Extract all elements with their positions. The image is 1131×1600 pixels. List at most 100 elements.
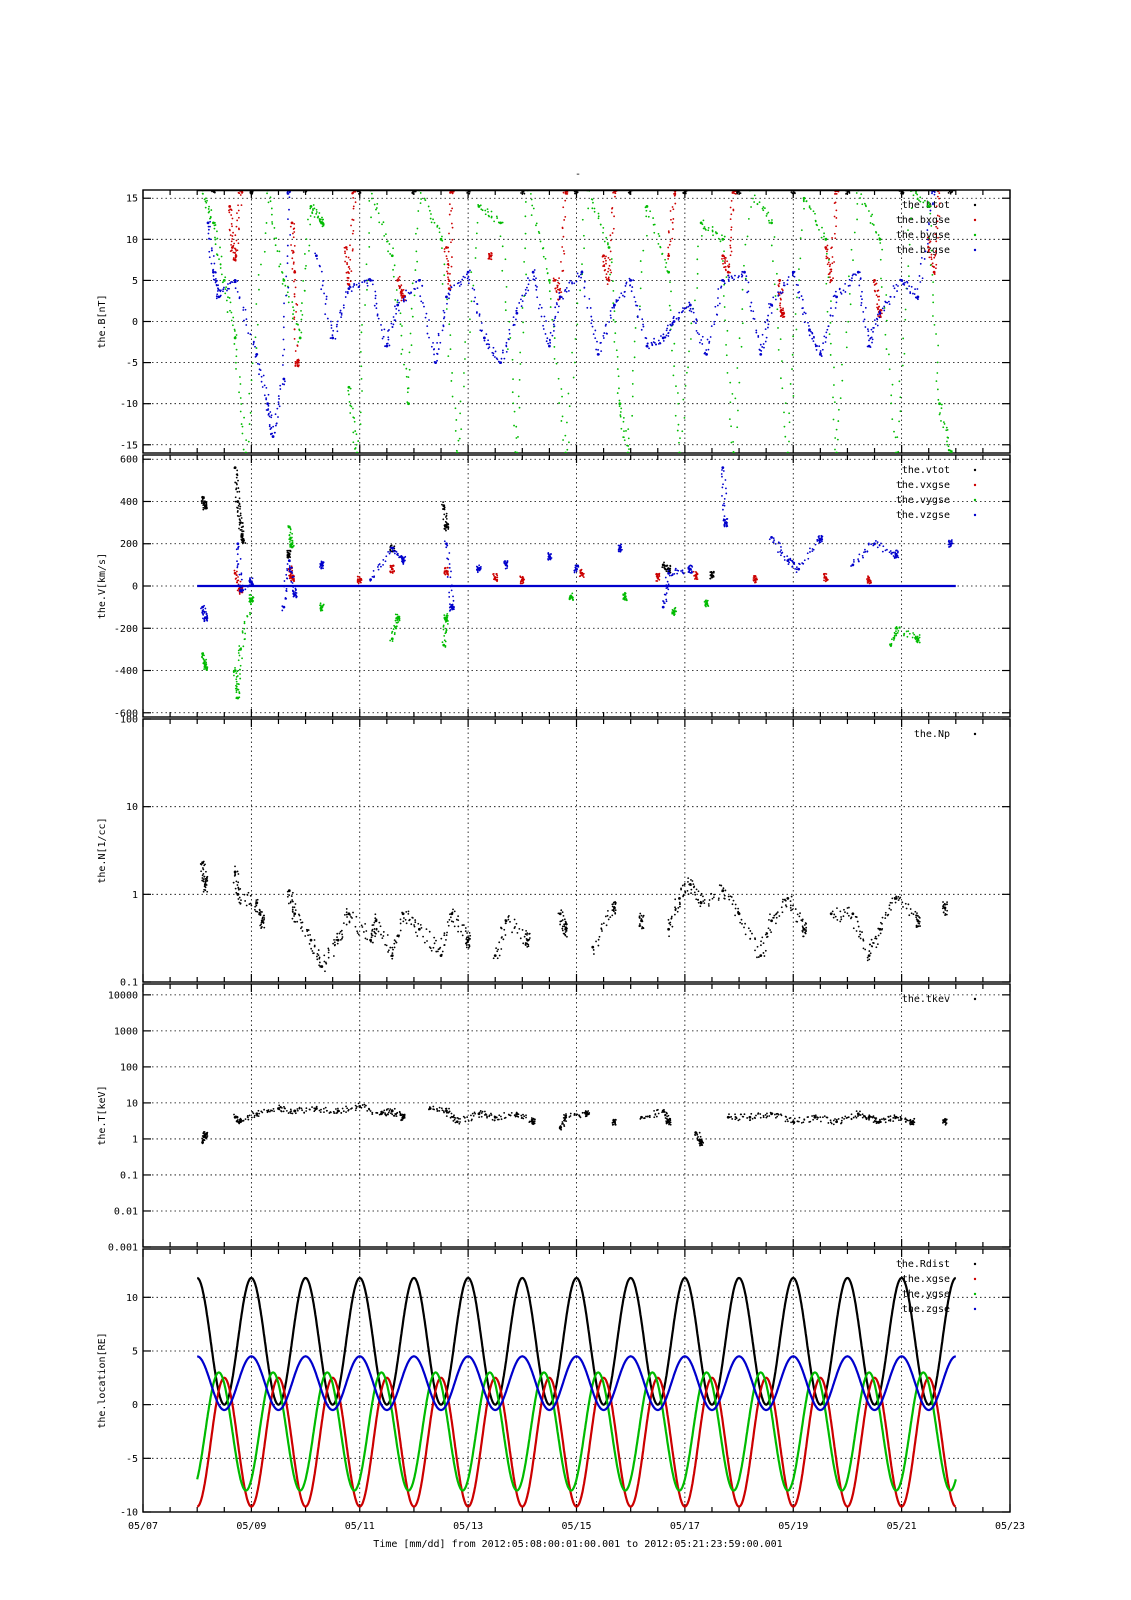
data-point — [623, 291, 626, 293]
data-point — [777, 285, 780, 288]
data-point — [615, 299, 618, 301]
data-point — [519, 351, 522, 354]
data-point — [881, 248, 884, 251]
data-point — [680, 570, 682, 572]
data-point — [480, 330, 483, 332]
data-point — [258, 368, 261, 371]
data-point — [932, 294, 934, 296]
data-point — [228, 211, 231, 214]
data-point — [411, 191, 414, 193]
data-point — [239, 194, 242, 196]
data-point — [240, 517, 243, 519]
data-point — [688, 309, 691, 312]
data-point — [602, 337, 605, 339]
data-point — [380, 565, 382, 568]
data-point — [286, 568, 288, 570]
data-point — [241, 187, 243, 189]
data-point — [448, 563, 451, 565]
data-point — [521, 307, 524, 309]
data-point — [246, 615, 249, 617]
data-point — [377, 568, 380, 571]
data-point — [716, 314, 719, 316]
data-point — [895, 555, 898, 558]
data-point — [740, 273, 743, 276]
data-point — [236, 579, 239, 582]
data-point — [287, 525, 290, 527]
data-point — [789, 557, 792, 560]
data-point — [443, 934, 446, 937]
data-point — [213, 224, 216, 227]
data-point — [241, 657, 243, 660]
data-point — [918, 634, 921, 636]
data-point — [235, 672, 238, 675]
data-point — [801, 307, 804, 310]
data-point — [286, 895, 289, 898]
data-point — [918, 275, 921, 277]
data-point — [934, 254, 937, 257]
data-point — [212, 268, 215, 271]
legend-marker — [973, 513, 977, 517]
data-point — [895, 632, 898, 635]
data-point — [475, 565, 478, 568]
data-point — [254, 345, 256, 348]
data-point — [724, 260, 726, 263]
data-point — [230, 240, 233, 243]
data-point — [896, 631, 899, 634]
data-point — [398, 301, 400, 304]
data-point — [458, 437, 461, 440]
data-point — [358, 193, 360, 195]
data-point — [619, 415, 622, 418]
data-point — [576, 323, 579, 326]
data-point — [513, 323, 516, 326]
data-point — [390, 322, 393, 325]
data-point — [352, 186, 354, 188]
data-point — [361, 281, 364, 284]
data-point — [232, 245, 234, 248]
data-point — [288, 565, 291, 567]
data-point — [824, 341, 827, 343]
data-point — [886, 301, 889, 304]
data-point — [695, 578, 698, 580]
data-point — [315, 212, 318, 215]
data-point — [736, 187, 738, 189]
data-point — [468, 188, 470, 190]
data-point — [777, 291, 779, 294]
data-point — [240, 572, 243, 575]
data-point — [913, 633, 916, 636]
data-point — [398, 619, 401, 622]
data-point — [216, 290, 219, 292]
data-point — [945, 429, 948, 432]
data-point — [522, 186, 524, 188]
data-point — [826, 328, 829, 331]
data-point — [625, 281, 628, 284]
data-point — [298, 914, 301, 917]
data-point — [603, 240, 606, 243]
data-point — [672, 611, 675, 614]
data-point — [357, 933, 360, 936]
data-point — [359, 188, 361, 190]
data-point — [336, 330, 339, 333]
data-point — [205, 661, 208, 664]
data-point — [747, 281, 750, 284]
data-point — [417, 210, 420, 212]
data-point — [451, 226, 454, 229]
data-point — [893, 637, 896, 640]
data-point — [663, 567, 666, 570]
data-point — [793, 191, 796, 194]
data-point — [555, 362, 558, 365]
data-point — [203, 864, 206, 867]
data-point — [371, 928, 374, 931]
data-point — [834, 290, 837, 293]
data-point — [443, 571, 446, 574]
data-point — [802, 313, 804, 316]
data-point — [244, 900, 247, 902]
data-point — [940, 188, 942, 190]
data-point — [415, 931, 417, 934]
data-point — [631, 286, 634, 288]
data-point — [237, 887, 240, 890]
data-point — [346, 263, 349, 266]
data-point — [346, 292, 349, 295]
data-point — [821, 226, 823, 229]
data-point — [809, 208, 812, 210]
